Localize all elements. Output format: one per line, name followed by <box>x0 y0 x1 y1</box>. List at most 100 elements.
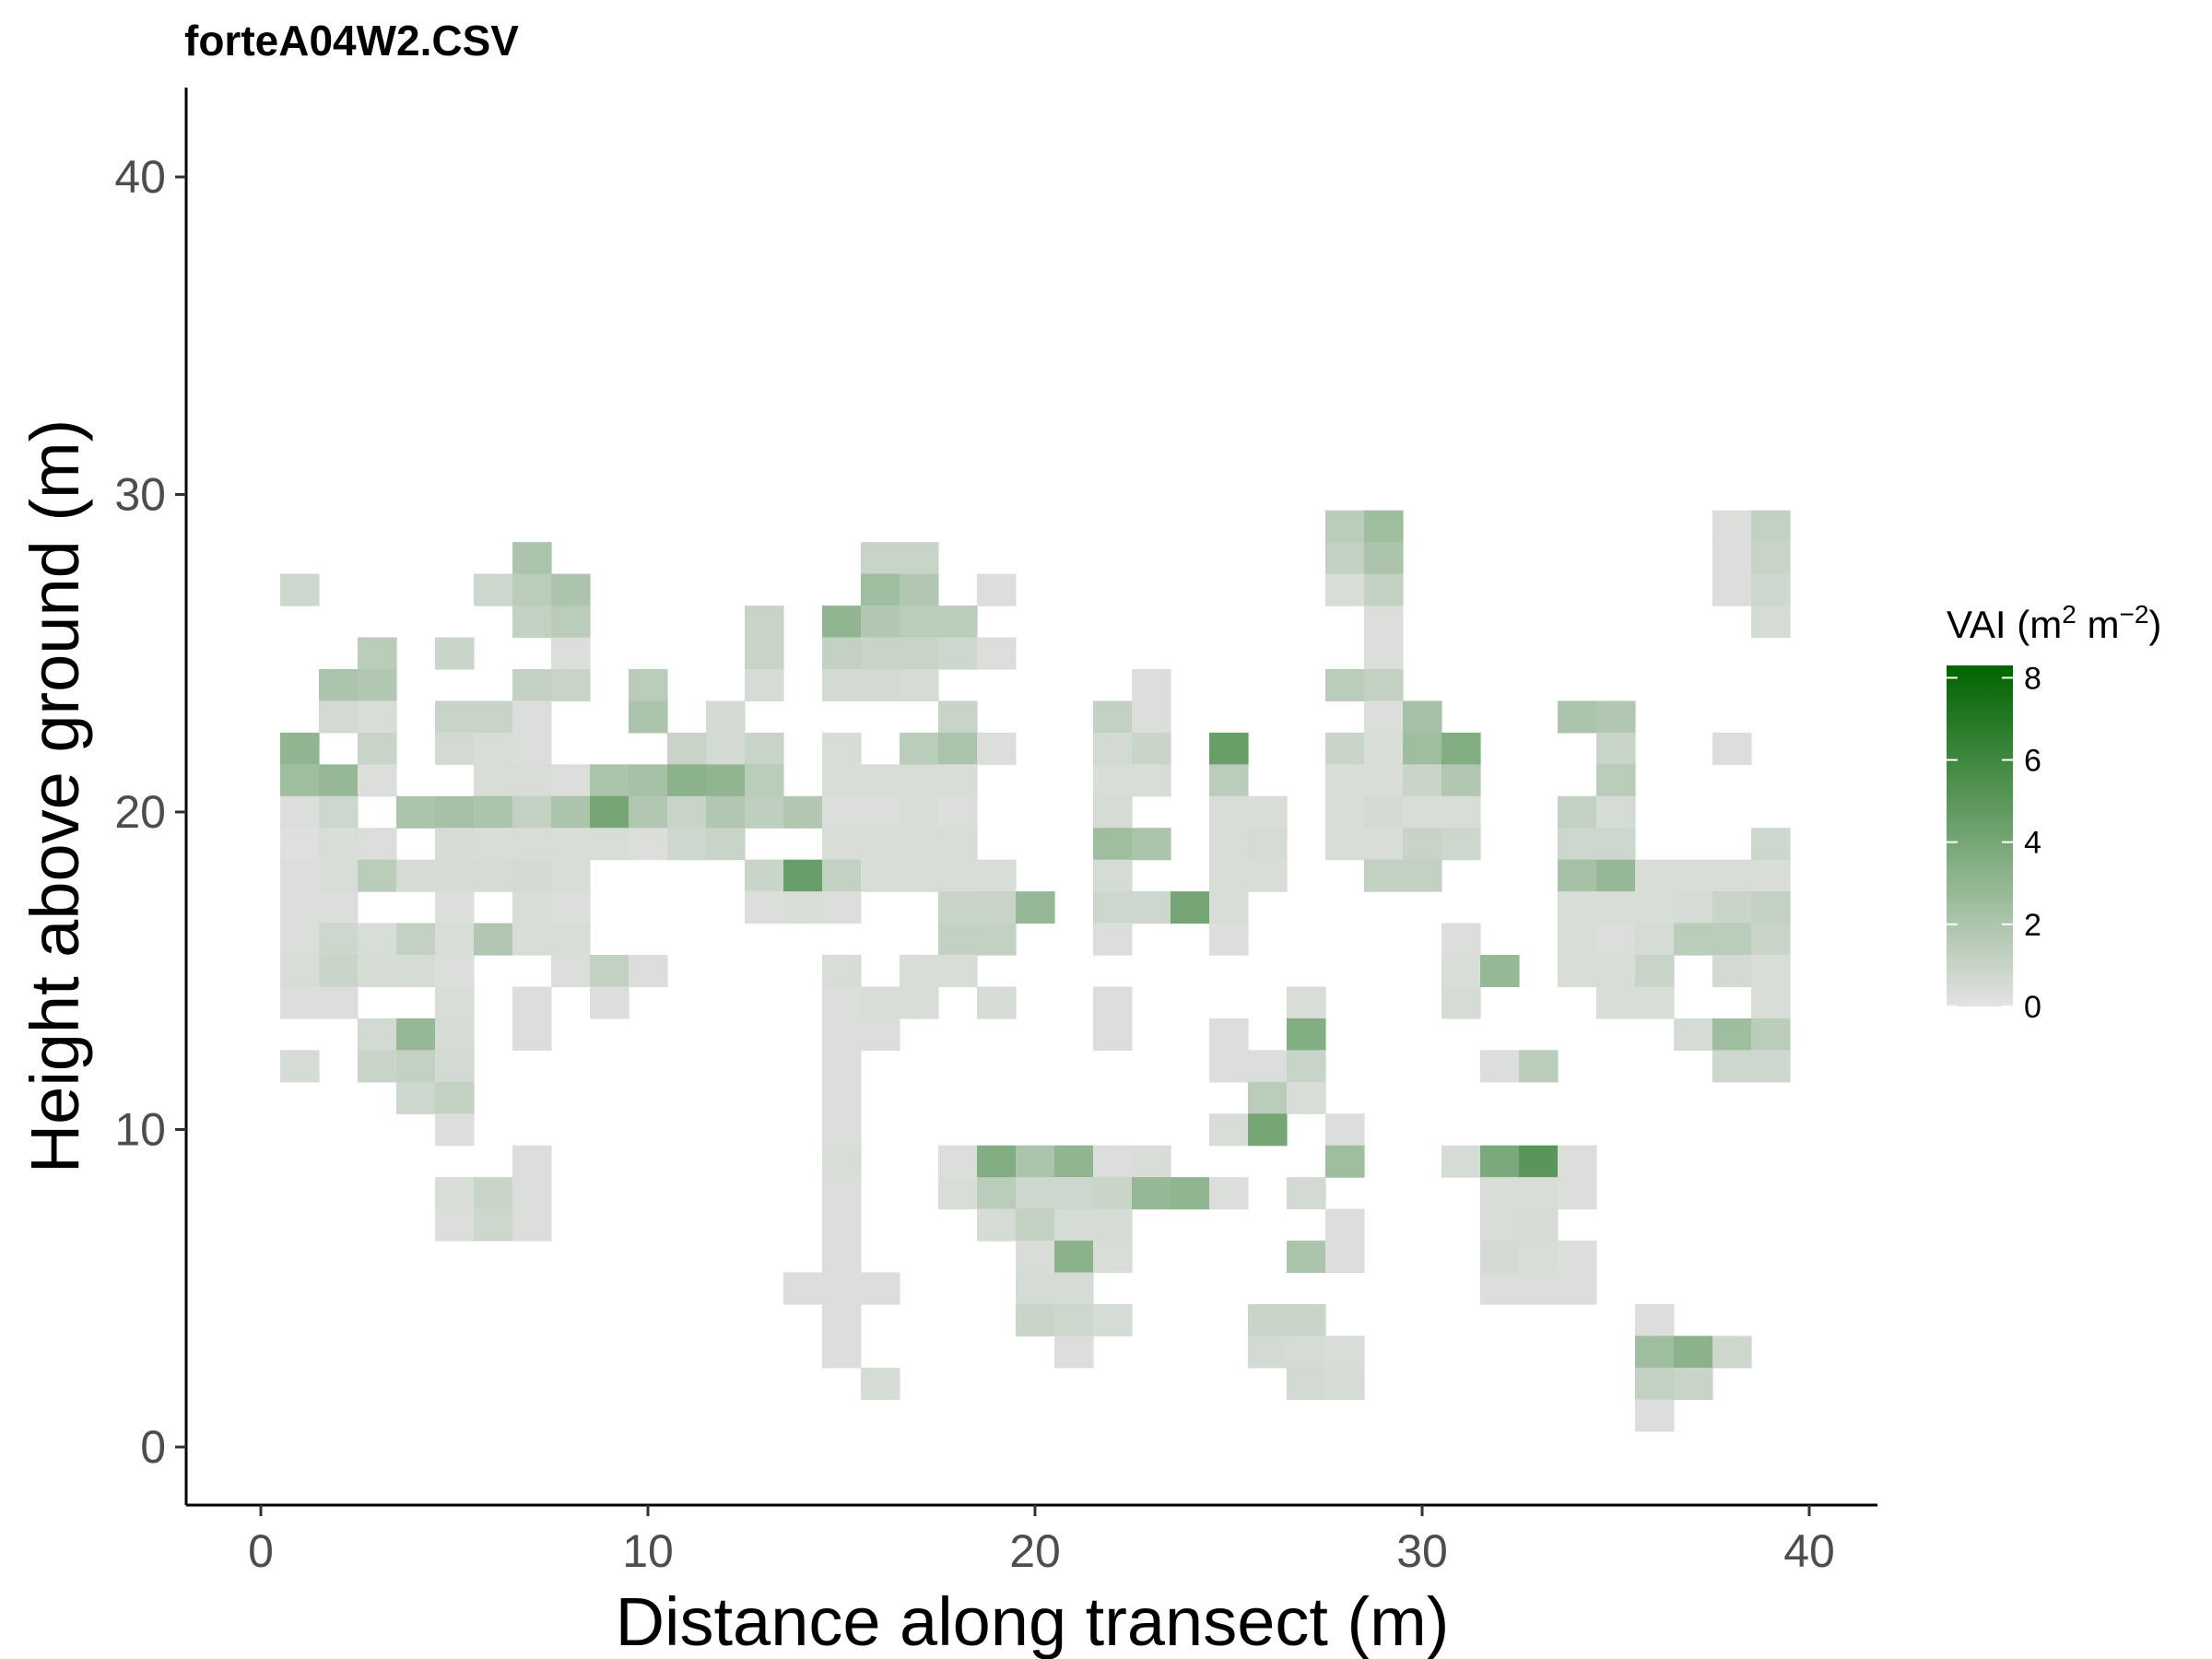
heatmap-cell <box>1093 828 1133 861</box>
heatmap-cell <box>938 923 978 956</box>
heatmap-cell <box>1558 1241 1597 1274</box>
heatmap-cell <box>435 1113 475 1147</box>
heatmap-cell <box>822 1050 862 1083</box>
heatmap-cell <box>1132 828 1171 861</box>
heatmap-cell <box>1712 510 1752 543</box>
heatmap-cell <box>1480 1145 1520 1178</box>
heatmap-cell <box>1712 1335 1752 1369</box>
heatmap-cell <box>783 859 823 892</box>
heatmap-cell <box>474 700 513 734</box>
heatmap-cell <box>319 923 359 956</box>
heatmap-cell <box>1054 1208 1094 1241</box>
heatmap-cell <box>319 828 359 861</box>
heatmap-cell <box>861 637 900 670</box>
y-tick-label: 30 <box>114 469 166 521</box>
heatmap-cell <box>822 1018 862 1051</box>
heatmap-cell <box>435 891 475 924</box>
heatmap-cell <box>1441 986 1481 1019</box>
heatmap-cell <box>1171 1177 1210 1210</box>
heatmap-cell <box>977 637 1017 670</box>
heatmap-cell <box>822 828 862 861</box>
heatmap-cell <box>358 637 397 670</box>
heatmap-cell <box>1093 891 1133 924</box>
heatmap-cell <box>1441 1145 1481 1178</box>
heatmap-cell <box>1635 923 1675 956</box>
heatmap-cell <box>1093 1208 1133 1241</box>
heatmap-cell <box>1132 1145 1171 1178</box>
heatmap-cell <box>474 923 513 956</box>
heatmap-cell <box>1209 891 1249 924</box>
heatmap-cell <box>1054 1145 1094 1178</box>
heatmap-cell <box>861 573 900 606</box>
heatmap-cell <box>1209 764 1249 797</box>
heatmap-cell <box>1751 1018 1791 1051</box>
heatmap-cell <box>1403 828 1442 861</box>
heatmap-cell <box>822 1272 862 1305</box>
heatmap-cell <box>358 668 397 702</box>
heatmap-cell <box>1712 891 1752 924</box>
heatmap-cell <box>1093 1145 1133 1178</box>
heatmap-cell <box>822 732 862 765</box>
legend-ticks: 0 2 4 6 8 <box>1947 661 2041 1025</box>
heatmap-cell <box>1480 1241 1520 1274</box>
heatmap-cell <box>783 1272 823 1305</box>
heatmap-cell <box>358 923 397 956</box>
heatmap-cell <box>1519 1050 1559 1083</box>
heatmap-cell <box>1403 795 1442 829</box>
heatmap-cell <box>1751 573 1791 606</box>
heatmap-cell <box>1248 1050 1288 1083</box>
heatmap-cell <box>435 732 475 765</box>
heatmap-cell <box>1364 542 1404 575</box>
heatmap-cell <box>396 1018 436 1051</box>
heatmap-cell <box>590 828 629 861</box>
heatmap-cell <box>1364 637 1404 670</box>
heatmap-cell <box>280 795 320 829</box>
heatmap-cell <box>706 795 746 829</box>
heatmap-cell <box>822 1145 862 1178</box>
heatmap-cell <box>1093 1177 1133 1210</box>
heatmap-cell <box>1248 1303 1288 1337</box>
heatmap-cell <box>861 1018 900 1051</box>
heatmap-cell <box>667 764 707 797</box>
heatmap-cell <box>1558 891 1597 924</box>
heatmap-cell <box>474 795 513 829</box>
heatmap-cell <box>1325 1367 1365 1400</box>
heatmap-cell <box>512 986 552 1019</box>
heatmap-cell <box>1596 828 1636 861</box>
heatmap-cell <box>1132 1177 1171 1210</box>
heatmap-cell <box>745 859 784 892</box>
heatmap-cell <box>822 1208 862 1241</box>
heatmap-cell <box>551 955 591 988</box>
heatmap-cell <box>512 573 552 606</box>
heatmap-cell <box>1093 923 1133 956</box>
heatmap-cell <box>1712 923 1752 956</box>
heatmap-cell <box>435 1050 475 1083</box>
heatmap-cell <box>1287 1303 1326 1337</box>
heatmap-cell <box>1674 891 1713 924</box>
heatmap-cell <box>1403 859 1442 892</box>
heatmap-cell <box>1325 1241 1365 1274</box>
heatmap-cell <box>1441 732 1481 765</box>
heatmap-cell <box>938 795 978 829</box>
y-tick-label: 20 <box>114 786 166 838</box>
heatmap-cell <box>512 828 552 861</box>
heatmap-cell <box>280 764 320 797</box>
heatmap-cell <box>1325 1113 1365 1147</box>
x-tick-label: 0 <box>248 1525 274 1577</box>
heatmap-cell <box>977 1145 1017 1178</box>
legend-tick-label: 6 <box>2024 744 2041 779</box>
heatmap-cell <box>1248 828 1288 861</box>
legend-tick-label: 0 <box>2024 990 2041 1025</box>
heatmap-cell <box>900 795 939 829</box>
heatmap-cell <box>861 606 900 639</box>
heatmap-cell <box>590 955 629 988</box>
heatmap-cell <box>1558 700 1597 734</box>
heatmap-cell <box>280 955 320 988</box>
heatmap-cell <box>1093 764 1133 797</box>
heatmap-cell <box>1751 955 1791 988</box>
heatmap-cell <box>435 1208 475 1241</box>
heatmap-cell <box>1558 955 1597 988</box>
heatmap-cell <box>861 764 900 797</box>
heatmap-cell <box>1364 859 1404 892</box>
heatmap-cell <box>745 637 784 670</box>
